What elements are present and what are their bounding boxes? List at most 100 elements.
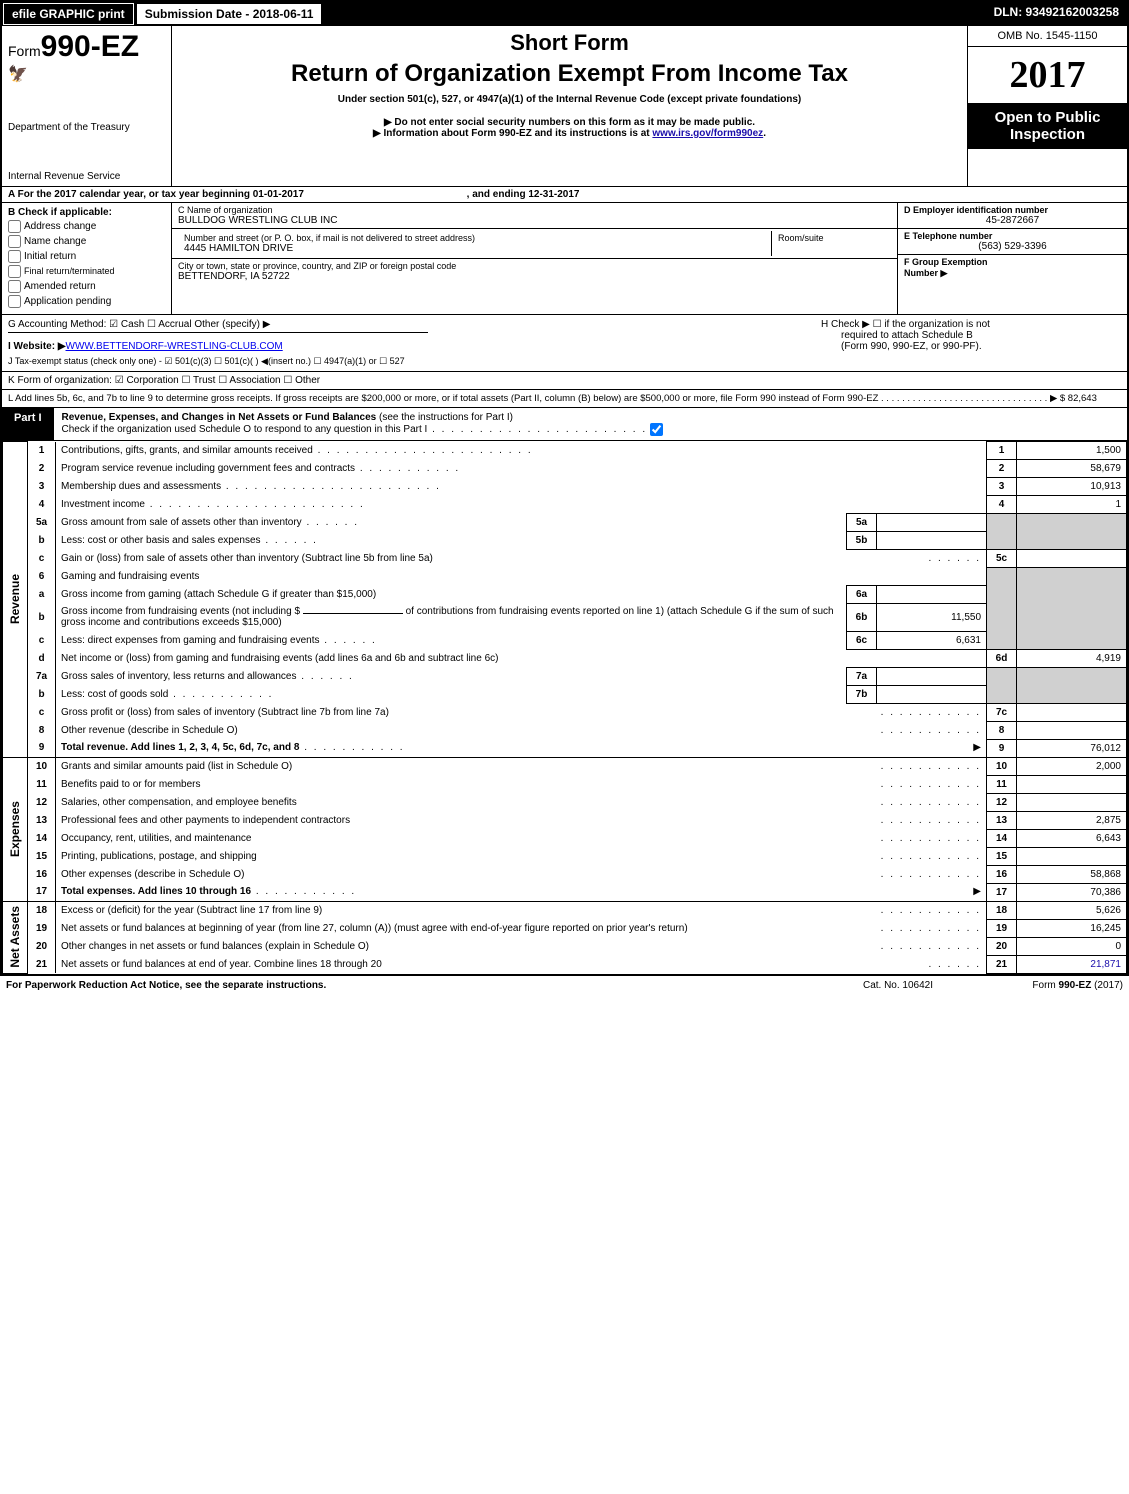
d-6b-pre: Gross income from fundraising events (no… — [61, 606, 303, 617]
eagle-icon: 🦅 — [8, 64, 165, 84]
f-label: F Group Exemption — [904, 257, 988, 267]
d-16: Other expenses (describe in Schedule O) — [61, 869, 244, 880]
d-9: Total revenue. Add lines 1, 2, 3, 4, 5c,… — [61, 742, 299, 753]
d-18: Excess or (deficit) for the year (Subtra… — [61, 905, 322, 916]
ln-5a: 5a — [28, 514, 56, 532]
d-5a: Gross amount from sale of assets other t… — [61, 517, 302, 528]
v-18: 5,626 — [1017, 901, 1127, 919]
ln-10: 10 — [28, 757, 56, 775]
v-15 — [1017, 847, 1127, 865]
page-footer: For Paperwork Reduction Act Notice, see … — [0, 976, 1129, 995]
num-7c: 7c — [987, 703, 1017, 721]
d-15: Printing, publications, postage, and shi… — [61, 851, 257, 862]
side-revenue: Revenue — [3, 442, 28, 758]
v-13: 2,875 — [1017, 811, 1127, 829]
row-a-pre: A For the 2017 calendar year, or tax yea… — [8, 189, 253, 200]
d-label: D Employer identification number — [904, 205, 1121, 215]
sl-7a: 7a — [847, 667, 877, 685]
ln-1: 1 — [28, 442, 56, 460]
topbar: efile GRAPHIC print Submission Date - 20… — [2, 2, 1127, 26]
ln-19: 19 — [28, 919, 56, 937]
dept-irs: Internal Revenue Service — [8, 171, 165, 182]
ssn-warning: ▶ Do not enter social security numbers o… — [180, 117, 959, 128]
d-6d: Net income or (loss) from gaming and fun… — [61, 653, 498, 664]
col-d-ein-phone: D Employer identification number 45-2872… — [897, 203, 1127, 314]
ln-5c: c — [28, 550, 56, 568]
footer-right: Form 990-EZ (2017) — [973, 980, 1123, 991]
ln-18: 18 — [28, 901, 56, 919]
part-i-check: Check if the organization used Schedule … — [62, 424, 428, 435]
chk-final-return[interactable] — [8, 265, 21, 278]
chk-amended-return[interactable] — [8, 280, 21, 293]
i-website-link[interactable]: WWW.BETTENDORF-WRESTLING-CLUB.COM — [66, 341, 283, 352]
f-label2: Number ▶ — [904, 268, 947, 278]
v-20: 0 — [1017, 937, 1127, 955]
num-20: 20 — [987, 937, 1017, 955]
v-16: 58,868 — [1017, 865, 1127, 883]
footer-left: For Paperwork Reduction Act Notice, see … — [6, 980, 823, 991]
v-7c — [1017, 703, 1127, 721]
col-b-checkboxes: B Check if applicable: Address change Na… — [2, 203, 172, 314]
num-17: 17 — [987, 883, 1017, 901]
num-4: 4 — [987, 496, 1017, 514]
v-9: 76,012 — [1017, 739, 1127, 757]
form-prefix: Form — [8, 43, 41, 59]
num-2: 2 — [987, 460, 1017, 478]
num-10: 10 — [987, 757, 1017, 775]
sl-5b: 5b — [847, 532, 877, 550]
c-name: BULLDOG WRESTLING CLUB INC — [178, 215, 891, 226]
chk-schedule-o[interactable] — [650, 423, 663, 436]
num-9: 9 — [987, 739, 1017, 757]
dln: DLN: 93492162003258 — [986, 2, 1127, 26]
ln-21: 21 — [28, 955, 56, 973]
row-a-end: 12-31-2017 — [528, 189, 579, 200]
sv-5a — [877, 514, 987, 532]
sv-5b — [877, 532, 987, 550]
chk-label-2: Initial return — [24, 251, 76, 262]
d-20: Other changes in net assets or fund bala… — [61, 941, 369, 952]
ln-9: 9 — [28, 739, 56, 757]
row-a-tax-year: A For the 2017 calendar year, or tax yea… — [2, 187, 1127, 203]
c-city-label: City or town, state or province, country… — [178, 261, 891, 271]
num-12: 12 — [987, 793, 1017, 811]
chk-address-change[interactable] — [8, 220, 21, 233]
ln-7a: 7a — [28, 667, 56, 685]
e-val: (563) 529-3396 — [904, 241, 1121, 252]
row-g-h: G Accounting Method: ☑ Cash ☐ Accrual Ot… — [2, 315, 1127, 372]
c-addr: 4445 HAMILTON DRIVE — [184, 243, 765, 254]
d-6: Gaming and fundraising events — [56, 568, 987, 586]
ln-14: 14 — [28, 829, 56, 847]
i-pre: I Website: ▶ — [8, 341, 66, 352]
ln-3: 3 — [28, 478, 56, 496]
part-i-note: (see the instructions for Part I) — [376, 412, 513, 423]
ln-7c: c — [28, 703, 56, 721]
ln-20: 20 — [28, 937, 56, 955]
h-line2: required to attach Schedule B — [821, 330, 1121, 341]
chk-application-pending[interactable] — [8, 295, 21, 308]
sv-7a — [877, 667, 987, 685]
info-link[interactable]: www.irs.gov/form990ez — [652, 128, 763, 139]
ln-6b: b — [28, 603, 56, 631]
d-8: Other revenue (describe in Schedule O) — [61, 725, 238, 736]
d-val: 45-2872667 — [904, 215, 1121, 226]
v-11 — [1017, 775, 1127, 793]
h-line1: H Check ▶ ☐ if the organization is not — [821, 319, 1121, 330]
d-1: Contributions, gifts, grants, and simila… — [61, 445, 313, 456]
num-16: 16 — [987, 865, 1017, 883]
v-2: 58,679 — [1017, 460, 1127, 478]
chk-name-change[interactable] — [8, 235, 21, 248]
under-section: Under section 501(c), 527, or 4947(a)(1)… — [180, 94, 959, 105]
ln-4: 4 — [28, 496, 56, 514]
part-i-table: Revenue 1 Contributions, gifts, grants, … — [2, 441, 1127, 974]
d-3: Membership dues and assessments — [61, 481, 221, 492]
d-13: Professional fees and other payments to … — [61, 815, 350, 826]
short-form-title: Short Form — [180, 30, 959, 56]
v-6d: 4,919 — [1017, 649, 1127, 667]
ln-6c: c — [28, 631, 56, 649]
ln-5b: b — [28, 532, 56, 550]
chk-initial-return[interactable] — [8, 250, 21, 263]
ln-7b: b — [28, 685, 56, 703]
c-city: BETTENDORF, IA 52722 — [178, 271, 891, 282]
num-8: 8 — [987, 721, 1017, 739]
omb-number: OMB No. 1545-1150 — [968, 26, 1127, 47]
